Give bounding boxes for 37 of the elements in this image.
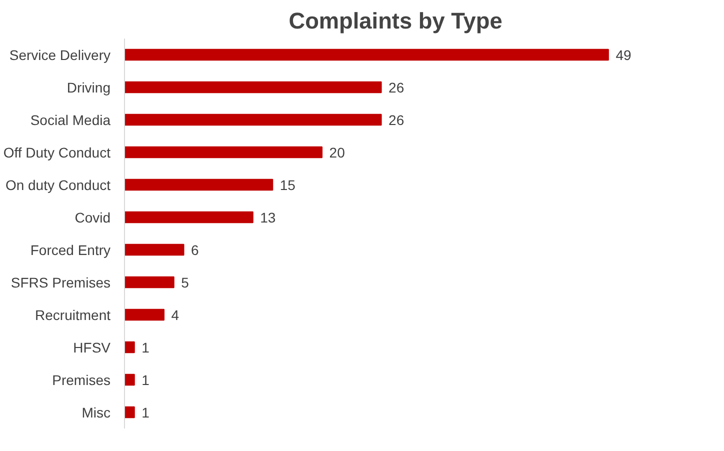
bar [124, 308, 165, 321]
bar [124, 341, 135, 354]
bar [124, 81, 382, 94]
y-tick-label: SFRS Premises [10, 274, 111, 290]
data-label: 1 [142, 372, 150, 388]
data-label: 15 [280, 176, 296, 193]
y-tick-label: Covid [74, 209, 111, 226]
data-label: 20 [329, 144, 346, 160]
bar [124, 406, 135, 418]
bar [124, 276, 174, 288]
y-tick-label: HFSV [73, 339, 112, 356]
data-label: 13 [260, 209, 276, 226]
data-label: 26 [388, 112, 404, 128]
y-tick-label: Forced Entry [30, 242, 111, 258]
y-tick-label: Service Delivery [9, 46, 111, 63]
data-label: 49 [616, 46, 632, 63]
bar [124, 178, 274, 191]
data-label: 5 [181, 274, 190, 290]
bar [124, 244, 184, 256]
chart-title: Complaints by Type [288, 8, 502, 34]
data-label: 1 [142, 404, 150, 420]
y-tick-label: On duty Conduct [5, 176, 111, 193]
data-label: 1 [142, 339, 150, 356]
data-label: 6 [191, 242, 200, 258]
y-tick-label: Off Duty Conduct [3, 144, 111, 160]
data-label: 26 [388, 79, 404, 96]
bar [124, 146, 323, 158]
y-tick-label: Misc [82, 404, 111, 420]
y-tick-label: Recruitment [35, 306, 111, 323]
data-label: 4 [171, 306, 180, 323]
y-tick-label: Social Media [30, 112, 111, 128]
bar [124, 374, 135, 386]
y-tick-label: Driving [66, 79, 111, 96]
bar [124, 211, 254, 224]
bar [124, 48, 609, 61]
bar [124, 114, 382, 126]
y-tick-label: Premises [52, 372, 111, 388]
